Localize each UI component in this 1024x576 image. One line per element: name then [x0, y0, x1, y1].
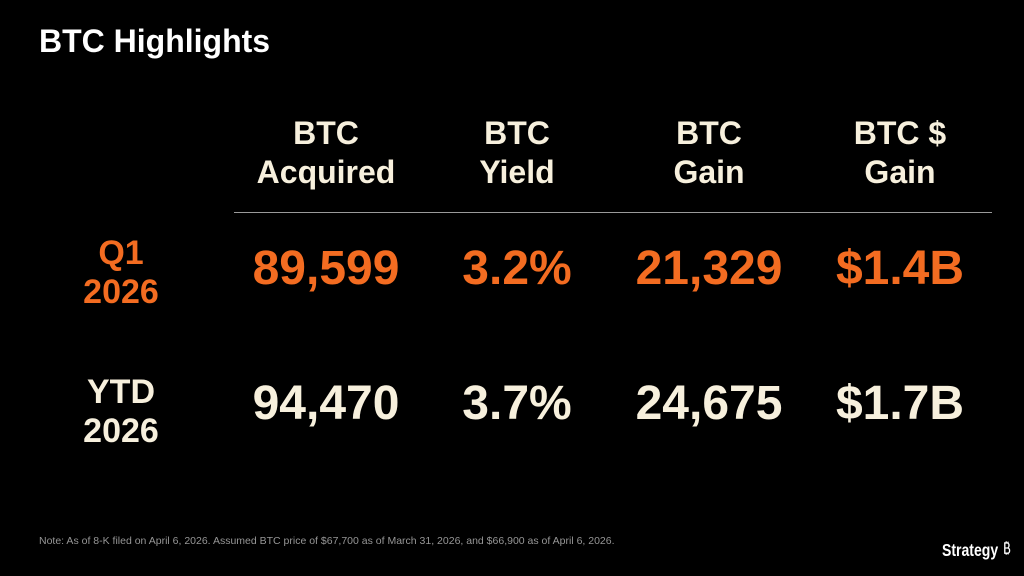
svg-text:Strategy: Strategy [942, 540, 998, 560]
